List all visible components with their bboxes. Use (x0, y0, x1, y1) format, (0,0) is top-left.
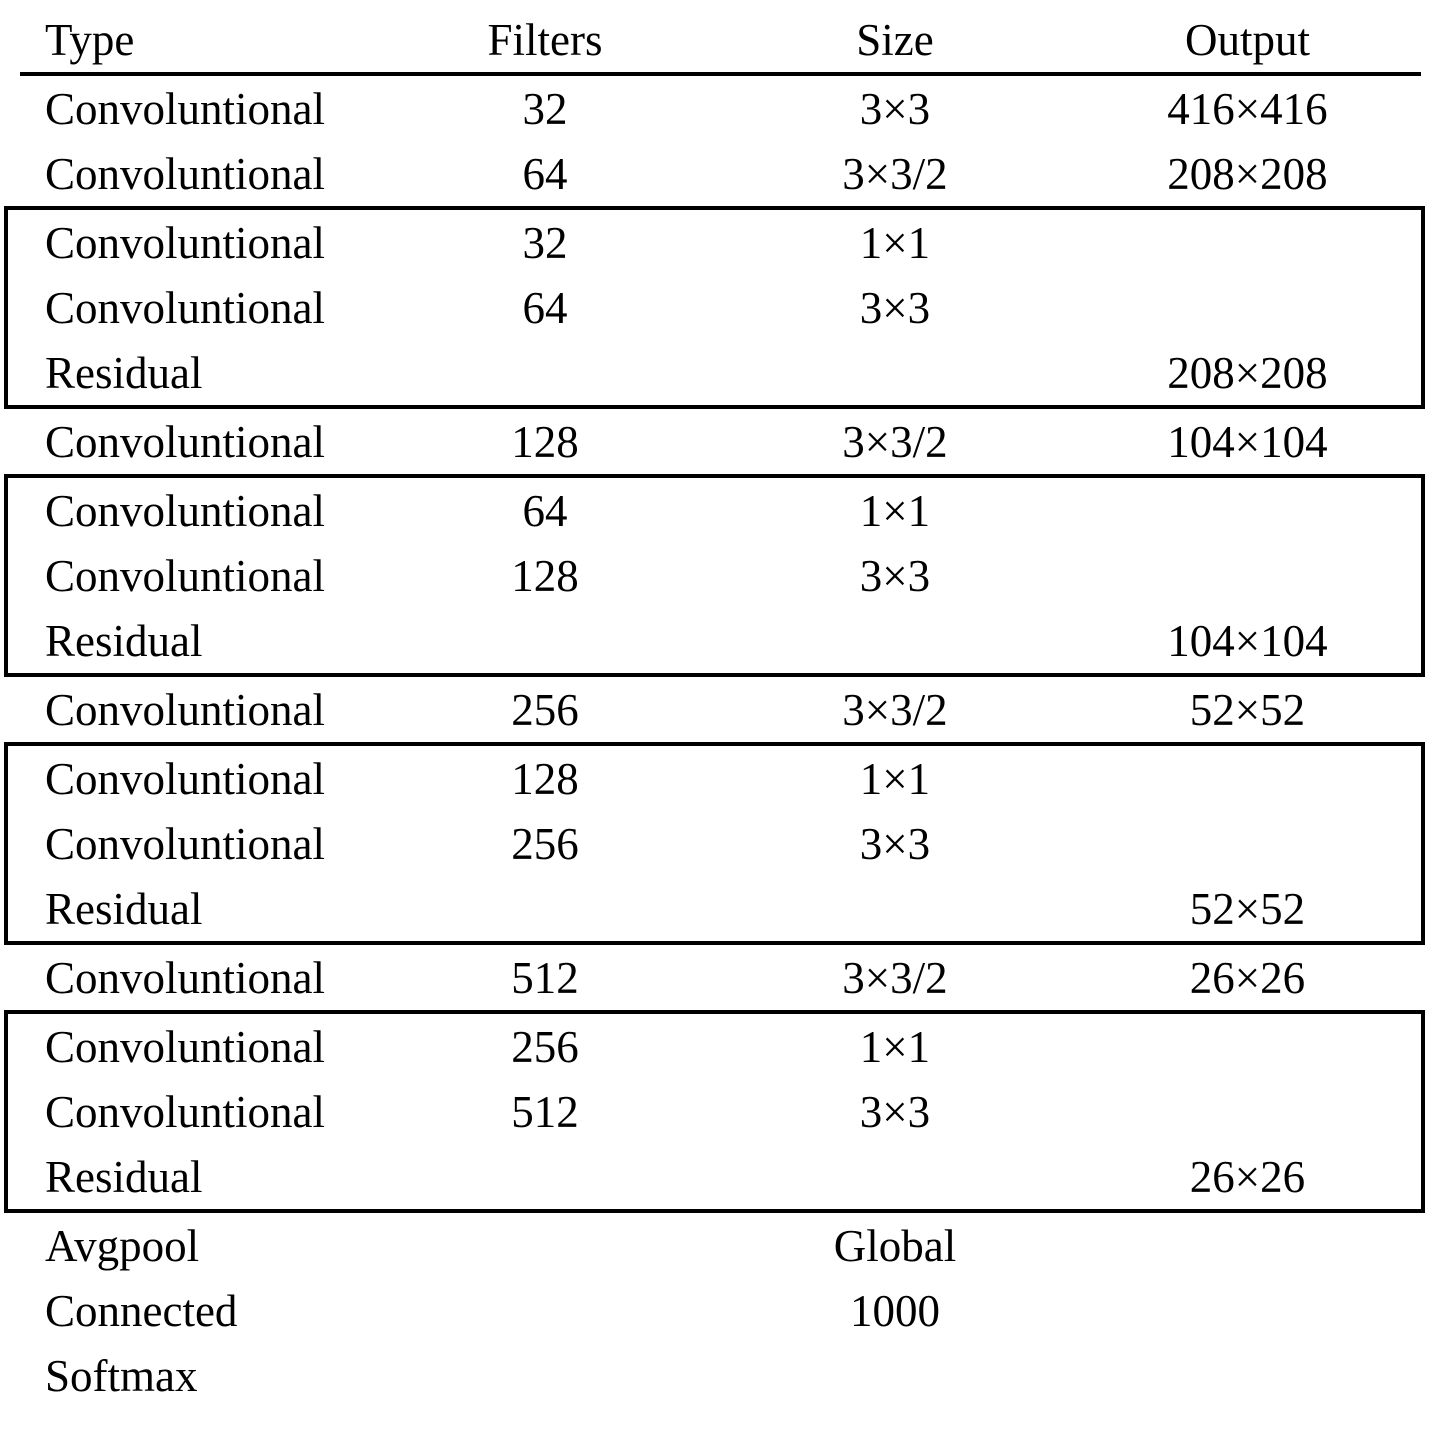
cell-filters: 128 (511, 550, 579, 601)
table-row: Connected 1000 (8, 1278, 1421, 1343)
table-row: Avgpool Global (8, 1213, 1421, 1278)
table-row: Residual 104×104 (8, 608, 1421, 673)
cell-type: Softmax (45, 1350, 198, 1401)
cell-size: 3×3 (859, 818, 931, 869)
cell-size: 3×3/2 (842, 952, 948, 1003)
cell-type: Convoluntional (45, 282, 325, 333)
table-row: Convoluntional 64 1×1 (8, 478, 1421, 543)
table-row: Convoluntional 256 1×1 (8, 1014, 1421, 1079)
cell-output: 26×26 (1189, 952, 1306, 1003)
table-row: Convoluntional 512 3×3 (8, 1079, 1421, 1144)
cell-type: Residual (45, 1151, 203, 1202)
residual-block-group: Convoluntional 32 1×1 Convoluntional 64 … (4, 206, 1425, 409)
cell-filters: 256 (511, 684, 579, 735)
cell-type: Convoluntional (45, 416, 325, 467)
cell-size: 3×3 (859, 1086, 931, 1137)
cell-type: Convoluntional (45, 1086, 325, 1137)
table-row: Convoluntional 128 3×3/2 104×104 (8, 409, 1421, 474)
cell-type: Convoluntional (45, 952, 325, 1003)
cell-output: 26×26 (1189, 1151, 1306, 1202)
cell-output: 208×208 (1167, 148, 1328, 199)
cell-size: 1×1 (859, 753, 931, 804)
cell-type: Avgpool (45, 1220, 200, 1271)
column-header-output: Output (1184, 15, 1310, 65)
cell-size: 3×3/2 (842, 684, 948, 735)
column-header-filters: Filters (487, 15, 603, 65)
cell-size: 1000 (850, 1285, 940, 1336)
cell-type: Connected (45, 1285, 238, 1336)
cell-type: Convoluntional (45, 550, 325, 601)
table-row: Convoluntional 32 1×1 (8, 210, 1421, 275)
cell-type: Convoluntional (45, 485, 325, 536)
table-row: Convoluntional 64 3×3/2 208×208 (8, 141, 1421, 206)
residual-block-group: Convoluntional 128 1×1 Convoluntional 25… (4, 742, 1425, 945)
cell-filters: 32 (522, 83, 568, 134)
cell-size: 3×3 (859, 282, 931, 333)
cell-filters: 32 (522, 217, 568, 268)
cell-type: Residual (45, 615, 203, 666)
cell-size: 3×3/2 (842, 148, 948, 199)
cell-filters: 512 (511, 1086, 579, 1137)
cell-output: 208×208 (1167, 347, 1328, 398)
downsample-conv-section: Convoluntional 256 3×3/2 52×52 (8, 677, 1421, 742)
cell-output: 104×104 (1167, 416, 1328, 467)
cell-size: 3×3 (859, 550, 931, 601)
cell-type: Convoluntional (45, 148, 325, 199)
cell-filters: 256 (511, 1021, 579, 1072)
cell-type: Convoluntional (45, 753, 325, 804)
cell-filters: 128 (511, 416, 579, 467)
cell-type: Convoluntional (45, 217, 325, 268)
table-row: Convoluntional 32 3×3 416×416 (8, 76, 1421, 141)
cell-type: Convoluntional (45, 1021, 325, 1072)
column-header-type: Type (45, 15, 135, 65)
table-row: Residual 26×26 (8, 1144, 1421, 1209)
cell-size: 3×3 (859, 83, 931, 134)
table-row: Convoluntional 256 3×3 (8, 811, 1421, 876)
table-header-row: Type Filters Size Output (20, 0, 1421, 76)
table-row: Convoluntional 256 3×3/2 52×52 (8, 677, 1421, 742)
cell-filters: 64 (522, 485, 568, 536)
table-row: Convoluntional 128 1×1 (8, 746, 1421, 811)
table-row: Residual 52×52 (8, 876, 1421, 941)
cell-size: 3×3/2 (842, 416, 948, 467)
downsample-conv-section: Convoluntional 128 3×3/2 104×104 (8, 409, 1421, 474)
downsample-conv-section: Convoluntional 512 3×3/2 26×26 (8, 945, 1421, 1010)
cell-filters: 128 (511, 753, 579, 804)
cell-size: Global (833, 1220, 957, 1271)
residual-block-group: Convoluntional 256 1×1 Convoluntional 51… (4, 1010, 1425, 1213)
cell-output: 52×52 (1189, 684, 1306, 735)
cell-type: Convoluntional (45, 83, 325, 134)
cell-filters: 64 (522, 148, 568, 199)
cell-type: Residual (45, 347, 203, 398)
cell-output: 416×416 (1167, 83, 1328, 134)
table-row: Softmax (8, 1343, 1421, 1408)
classifier-head-section: Avgpool Global Connected 1000 Softmax (8, 1213, 1421, 1408)
cell-size: 1×1 (859, 1021, 931, 1072)
cell-size: 1×1 (859, 485, 931, 536)
column-header-size: Size (856, 15, 934, 65)
architecture-table: Type Filters Size Output Convoluntional … (4, 0, 1425, 1408)
table-row: Convoluntional 64 3×3 (8, 275, 1421, 340)
cell-type: Convoluntional (45, 684, 325, 735)
cell-filters: 512 (511, 952, 579, 1003)
cell-size: 1×1 (859, 217, 931, 268)
table-row: Residual 208×208 (8, 340, 1421, 405)
table-row: Convoluntional 128 3×3 (8, 543, 1421, 608)
cell-type: Residual (45, 883, 203, 934)
cell-filters: 64 (522, 282, 568, 333)
cell-filters: 256 (511, 818, 579, 869)
stem-conv-section: Convoluntional 32 3×3 416×416 Convolunti… (8, 76, 1421, 206)
residual-block-group: Convoluntional 64 1×1 Convoluntional 128… (4, 474, 1425, 677)
cell-type: Convoluntional (45, 818, 325, 869)
table-row: Convoluntional 512 3×3/2 26×26 (8, 945, 1421, 1010)
cell-output: 52×52 (1189, 883, 1306, 934)
cell-output: 104×104 (1167, 615, 1328, 666)
